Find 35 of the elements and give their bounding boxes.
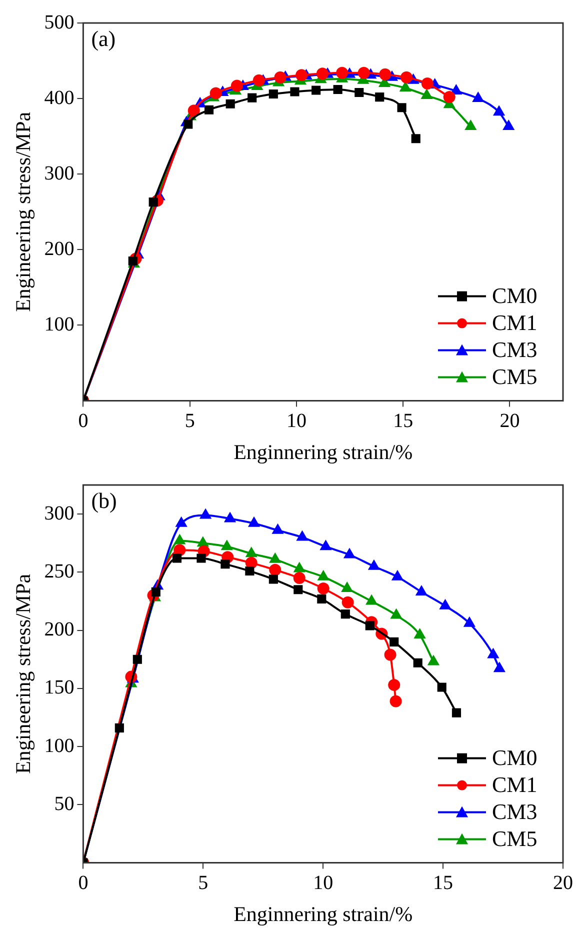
y-tick-label: 200: [44, 238, 74, 260]
x-tick-label: 20: [553, 872, 573, 894]
x-tick-label: 15: [433, 872, 454, 894]
annotation: (b): [91, 488, 117, 513]
legend-label: CM5: [492, 826, 538, 852]
x-tick-label: 5: [198, 872, 208, 894]
y-tick-label: 200: [44, 618, 74, 641]
y-tick-label: 100: [44, 313, 74, 336]
legend-label: CM0: [492, 283, 538, 308]
x-tick-label: 5: [184, 410, 195, 432]
y-tick-label: 400: [44, 86, 74, 109]
x-tick-label: 0: [78, 410, 88, 432]
x-tick-label: 20: [500, 410, 520, 432]
y-axis-title: Engineering stress/MPa: [11, 111, 36, 312]
x-tick-label: 10: [313, 872, 334, 894]
x-axis-title: Enginnering strain/%: [234, 440, 413, 464]
y-tick-label: 50: [54, 792, 74, 815]
annotation: (a): [91, 26, 116, 51]
legend-label: CM3: [492, 337, 538, 362]
y-axis-title: Engineering stress/MPa: [11, 573, 36, 774]
legend-label: CM5: [492, 364, 538, 390]
y-tick-label: 500: [44, 11, 74, 34]
legend-label: CM1: [492, 772, 538, 798]
x-tick-label: 0: [78, 872, 88, 894]
y-tick-label: 300: [44, 162, 74, 184]
y-tick-label: 300: [44, 502, 74, 524]
legend-label: CM3: [492, 799, 538, 824]
y-tick-label: 150: [44, 676, 74, 699]
x-tick-label: 10: [286, 410, 306, 432]
x-tick-label: 15: [393, 410, 414, 432]
legend-label: CM1: [492, 310, 538, 336]
x-axis-title: Enginnering strain/%: [234, 902, 413, 926]
y-tick-label: 100: [44, 734, 74, 757]
y-tick-label: 250: [44, 560, 74, 582]
legend-label: CM0: [492, 745, 538, 770]
